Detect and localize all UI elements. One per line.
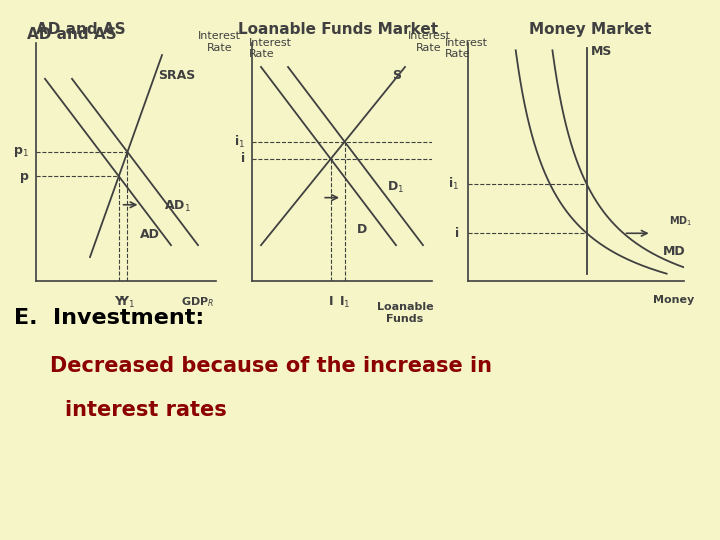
Text: Money Market: Money Market — [529, 22, 652, 37]
Text: AD$_1$: AD$_1$ — [164, 199, 191, 214]
Text: MS: MS — [591, 45, 613, 58]
Text: i: i — [240, 152, 245, 165]
Text: p$_1$: p$_1$ — [13, 145, 29, 159]
Text: D: D — [356, 223, 366, 237]
Text: SRAS: SRAS — [158, 69, 196, 82]
Text: Interest
Rate: Interest Rate — [198, 31, 241, 53]
Text: Interest
Rate: Interest Rate — [248, 38, 292, 59]
Text: Y: Y — [114, 295, 123, 308]
Text: AD and AS: AD and AS — [36, 22, 125, 37]
Text: Interest
Rate: Interest Rate — [445, 38, 488, 59]
Text: Y$_1$: Y$_1$ — [120, 295, 135, 310]
Text: i$_1$: i$_1$ — [449, 176, 459, 192]
Text: Money: Money — [652, 295, 694, 305]
Text: E.  Investment:: E. Investment: — [14, 308, 204, 328]
Text: AD: AD — [140, 228, 161, 241]
Text: i$_1$: i$_1$ — [234, 133, 245, 150]
Text: Loanable
Funds: Loanable Funds — [377, 302, 433, 324]
Text: GDP$_R$: GDP$_R$ — [181, 295, 215, 309]
Text: D$_1$: D$_1$ — [387, 179, 404, 194]
Text: I$_1$: I$_1$ — [339, 295, 350, 310]
Text: p: p — [20, 170, 29, 183]
Text: S: S — [392, 69, 402, 82]
Text: MD: MD — [662, 245, 685, 258]
Text: Interest
Rate: Interest Rate — [408, 31, 451, 53]
Text: MD$_1$: MD$_1$ — [669, 214, 693, 227]
Text: interest rates: interest rates — [65, 400, 227, 420]
Text: Loanable Funds Market: Loanable Funds Market — [238, 22, 438, 37]
Text: i: i — [455, 227, 459, 240]
Text: AD and AS: AD and AS — [27, 27, 117, 42]
Text: Decreased because of the increase in: Decreased because of the increase in — [50, 356, 492, 376]
Text: I: I — [328, 295, 333, 308]
